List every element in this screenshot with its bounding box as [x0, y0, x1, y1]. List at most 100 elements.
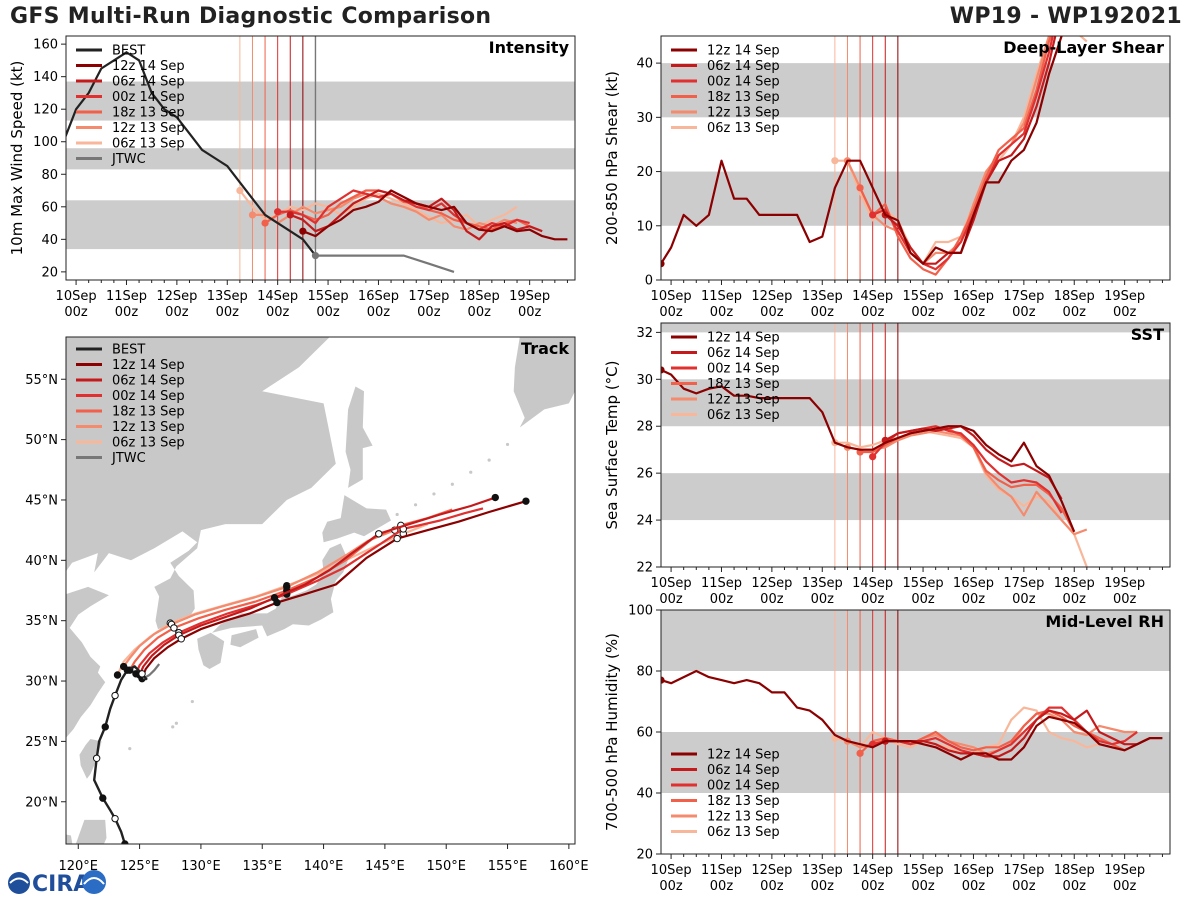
panel-title: Mid-Level RH [1045, 612, 1164, 631]
x-tick-label: 17Sep [1003, 863, 1044, 878]
x-tick-label: 00z [710, 592, 734, 607]
y-tick-label: 26 [636, 467, 653, 482]
x-tick-label: 00z [1113, 305, 1137, 320]
land-taiwan [79, 739, 102, 779]
legend-label: 12z 14 Sep [707, 748, 780, 763]
land-ryukyu-island [171, 725, 175, 729]
plot-frame [65, 35, 576, 281]
y-tick-label: 25°N [25, 735, 58, 750]
y-tick-label: 22 [636, 561, 653, 576]
init-marker [261, 219, 269, 227]
page-title: GFS Multi-Run Diagnostic Comparison [10, 4, 492, 29]
legend-label: 00z 14 Sep [112, 90, 185, 105]
legend-label: 12z 14 Sep [707, 331, 780, 346]
plot-frame [660, 322, 1171, 568]
x-tick-label: 00z [861, 879, 885, 894]
legend-label: JTWC [111, 152, 146, 167]
shading-band [661, 379, 1170, 427]
legend-label: 06z 13 Sep [707, 121, 780, 136]
init-marker [856, 749, 864, 757]
best-marker [111, 814, 119, 823]
shading-band [661, 610, 1170, 671]
land-hokkaido [322, 495, 391, 543]
legend-label: 00z 14 Sep [707, 779, 780, 794]
x-tick-label: 00z [1063, 305, 1087, 320]
x-tick-label: 00z [1113, 592, 1137, 607]
x-tick-label: 00z [1063, 879, 1087, 894]
x-tick-label: 11Sep [701, 576, 742, 591]
x-tick-label: 00z [811, 592, 835, 607]
x-tick-label: 10Sep [651, 863, 692, 878]
x-tick-label: 125°E [120, 859, 160, 874]
land-kuril-island [432, 492, 436, 496]
x-tick-label: 00z [962, 592, 986, 607]
shading-band [661, 323, 1170, 333]
init-marker [286, 211, 294, 219]
y-tick-label: 10 [636, 219, 653, 234]
best-line [66, 50, 317, 257]
plot-area [66, 36, 575, 280]
logo-text: CIRA [32, 872, 90, 897]
series-line [884, 36, 1057, 265]
y-tick-label: 55°N [25, 373, 58, 388]
x-tick-label: 15Sep [308, 289, 349, 304]
x-tick-label: 00z [659, 305, 683, 320]
land-luzon [75, 819, 107, 844]
x-tick-label: 00z [1113, 879, 1137, 894]
map-frame [65, 336, 576, 845]
track-marker [393, 534, 401, 543]
y-tick-label: 20 [636, 848, 653, 863]
x-tick-label: 00z [911, 592, 935, 607]
best-marker [138, 670, 146, 678]
x-tick-label: 14Sep [852, 289, 893, 304]
x-tick-label: 18Sep [459, 289, 500, 304]
x-tick-label: 135°E [242, 859, 282, 874]
y-axis-label: 700-500 hPa Humidity (%) [603, 633, 621, 831]
track-marker [113, 671, 122, 679]
x-tick-label: 19Sep [509, 289, 550, 304]
track-marker [522, 497, 530, 505]
legend-label: 12z 13 Sep [112, 121, 185, 136]
x-tick-label: 00z [811, 305, 835, 320]
x-tick-label: 11Sep [701, 289, 742, 304]
series-line [872, 36, 1054, 271]
x-tick-label: 130°E [181, 859, 221, 874]
x-tick-label: 155°E [488, 859, 528, 874]
x-tick-label: 12Sep [751, 863, 792, 878]
jtwc-line [315, 254, 455, 273]
x-tick-label: 00z [962, 879, 986, 894]
x-tick-label: 16Sep [358, 289, 399, 304]
init-marker [299, 227, 307, 235]
legend-label: 18z 13 Sep [707, 90, 780, 105]
land-corner [66, 834, 73, 844]
y-tick-label: 40°N [25, 554, 58, 569]
best-marker [111, 691, 119, 700]
best-marker [99, 794, 107, 802]
x-tick-label: 00z [659, 592, 683, 607]
x-tick-label: 00z [760, 592, 784, 607]
legend-label: 00z 14 Sep [707, 362, 780, 377]
x-tick-label: 13Sep [802, 289, 843, 304]
jtwc-track [142, 663, 161, 680]
x-tick-label: 12Sep [156, 289, 197, 304]
land-ryukyu-island [174, 721, 178, 725]
x-tick-label: 00z [468, 305, 492, 320]
y-tick-label: 24 [636, 514, 653, 529]
y-tick-label: 50°N [25, 433, 58, 448]
panel-title: Deep-Layer Shear [1003, 38, 1164, 57]
x-tick-label: 18Sep [1054, 289, 1095, 304]
y-tick-label: 20 [636, 165, 653, 180]
y-tick-label: 28 [636, 420, 653, 435]
track-map: 120°E 125°E 130°E 135°E 140°E 145°E 150°E 155°E… [25, 336, 589, 874]
best-marker [101, 723, 109, 731]
y-tick-label: 30 [636, 373, 653, 388]
x-tick-label: 18Sep [1054, 576, 1095, 591]
legend-label: 12z 14 Sep [112, 59, 185, 74]
x-tick-label: 00z [367, 305, 391, 320]
legend-label: 12z 14 Sep [112, 358, 185, 373]
storm-id: WP19 - WP192021 [949, 4, 1182, 29]
x-tick-label: 00z [115, 305, 139, 320]
series-line [661, 36, 1063, 265]
y-tick-label: 40 [636, 57, 653, 72]
x-tick-label: 12Sep [751, 289, 792, 304]
